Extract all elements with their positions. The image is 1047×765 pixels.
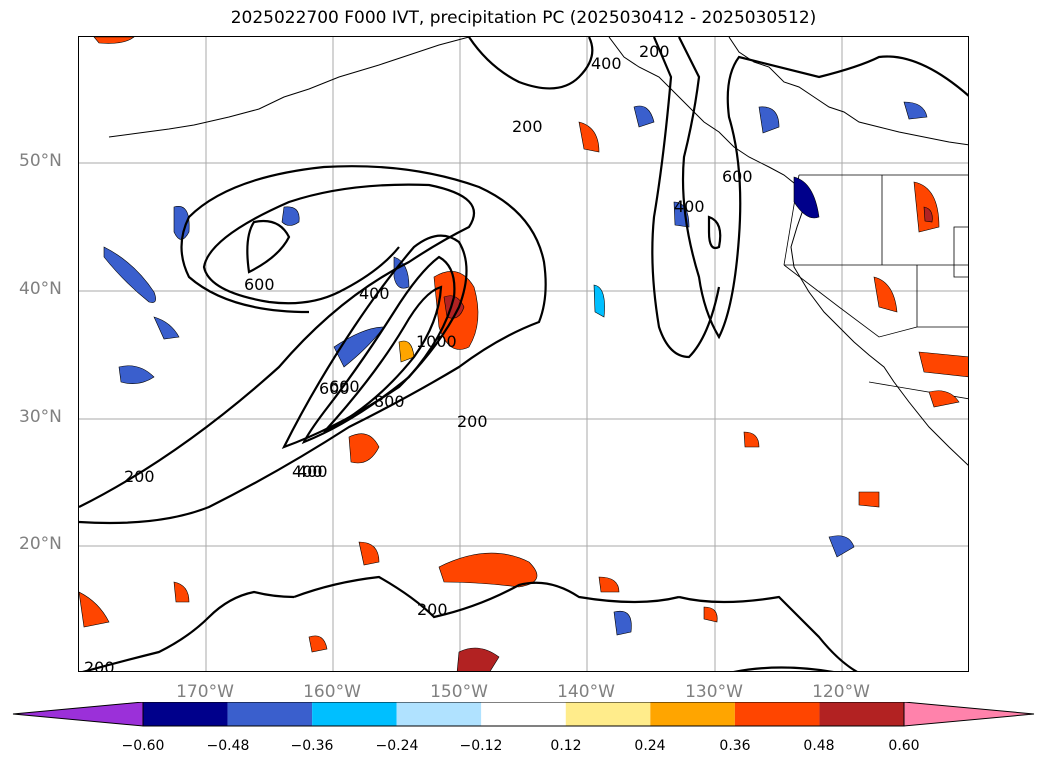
- colorbar-segment: [565, 702, 651, 726]
- colorbar-tick: −0.48: [206, 738, 250, 754]
- colorbar-segment: [227, 702, 313, 726]
- colorbar-tick: 0.48: [803, 738, 835, 754]
- contour-label: 600: [722, 167, 753, 186]
- colorbar-tick: 0.60: [888, 738, 920, 754]
- ivt-contours: [79, 37, 968, 671]
- colorbar-segment: [396, 702, 482, 726]
- colorbar: [12, 702, 1035, 727]
- colorbar-min-extension: [12, 702, 144, 727]
- lon-label: 120°W: [812, 682, 870, 702]
- contour-label: 200: [417, 600, 448, 619]
- colorbar-segment: [650, 702, 735, 726]
- colorbar-tick: 0.12: [550, 738, 582, 754]
- colorbar-segment: [312, 702, 397, 726]
- contour-label: 400: [674, 197, 705, 216]
- coastlines: [108, 37, 968, 466]
- contour-label: 200: [84, 658, 115, 672]
- contour-label: 600: [329, 377, 360, 396]
- lat-label: 40°N: [19, 279, 62, 299]
- lon-label: 160°W: [303, 682, 361, 702]
- contour-label: 400: [292, 462, 323, 481]
- lat-label: 20°N: [19, 534, 62, 554]
- contour-label: 200: [457, 412, 488, 431]
- contour-label: 200: [124, 467, 155, 486]
- contour-label: 400: [297, 462, 328, 481]
- contour-label: 600: [244, 275, 275, 294]
- lat-label: 50°N: [19, 151, 62, 171]
- contour-label: 600: [319, 379, 350, 398]
- lon-label: 170°W: [176, 682, 234, 702]
- colorbar-segment: [481, 702, 566, 726]
- lon-label: 130°W: [685, 682, 743, 702]
- colorbar-tick: −0.36: [290, 738, 334, 754]
- colorbar-tick: −0.60: [121, 738, 165, 754]
- contour-labels: 200 400 600 400 200 600 1000 800 600 400…: [84, 42, 753, 672]
- colorbar-tick: −0.12: [459, 738, 503, 754]
- map-canvas: 200 400 600 400 200 600 1000 800 600 400…: [79, 37, 968, 672]
- lon-label: 140°W: [557, 682, 615, 702]
- colorbar-tick: 0.24: [634, 738, 666, 754]
- lon-label: 150°W: [430, 682, 488, 702]
- precip-negative-areas: [103, 101, 928, 636]
- lat-label: 30°N: [19, 407, 62, 427]
- contour-label: 400: [591, 54, 622, 73]
- contour-label: 800: [374, 392, 405, 411]
- contour-label: 1000: [416, 332, 457, 351]
- map-panel: 200 400 600 400 200 600 1000 800 600 400…: [78, 36, 969, 672]
- colorbar-tick: 0.36: [719, 738, 751, 754]
- map-title: 2025022700 F000 IVT, precipitation PC (2…: [230, 8, 817, 28]
- precip-positive-areas: [79, 37, 968, 671]
- colorbar-max-extension: [903, 702, 1035, 727]
- colorbar-tick: −0.24: [375, 738, 419, 754]
- colorbar-segment: [143, 702, 228, 726]
- colorbar-segment: [819, 702, 904, 726]
- contour-label: 200: [512, 117, 543, 136]
- contour-label: 400: [359, 284, 390, 303]
- contour-label: 200: [639, 42, 670, 61]
- colorbar-segment: [734, 702, 820, 726]
